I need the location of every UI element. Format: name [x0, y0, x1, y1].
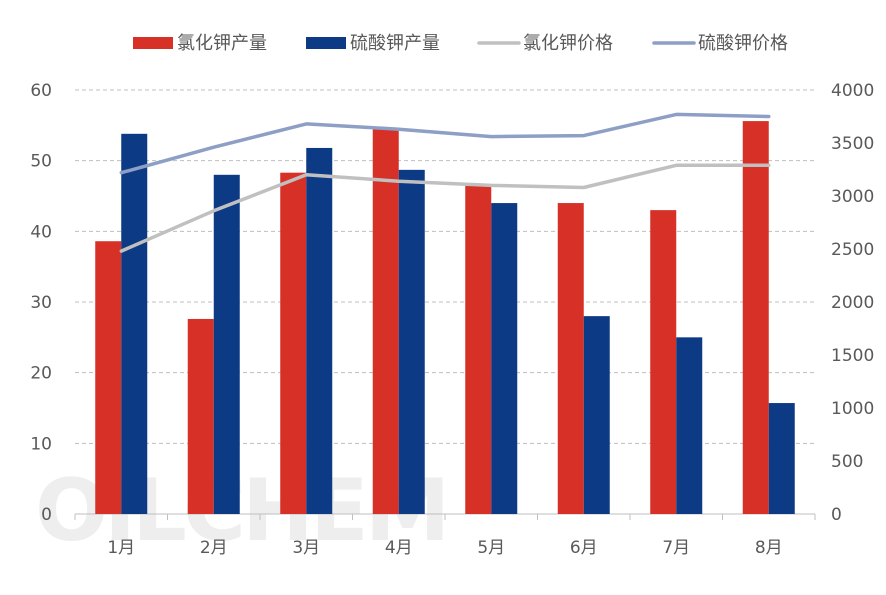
x-category-label: 4月: [385, 538, 413, 558]
y-left-tick-label: 10: [30, 434, 52, 454]
bar-kcl-output: [280, 172, 307, 514]
y-left-tick-label: 40: [30, 222, 52, 242]
bars: [95, 121, 795, 515]
y-right-tick-label: 0: [831, 505, 842, 525]
bar-k2so4-output: [676, 337, 703, 514]
x-category-label: 2月: [200, 538, 228, 558]
legend-label: 硫酸钾价格: [698, 33, 788, 54]
x-category-label: 5月: [477, 538, 505, 558]
bar-k2so4-output: [121, 133, 148, 514]
bar-kcl-output: [465, 184, 492, 514]
legend-label: 氯化钾价格: [523, 33, 613, 54]
legend-label: 氯化钾产量: [177, 33, 267, 54]
bar-kcl-output: [742, 121, 769, 515]
x-category-label: 7月: [662, 538, 690, 558]
x-category-label: 8月: [755, 538, 783, 558]
line-kcl-price: [119, 163, 771, 253]
bar-k2so4-output: [583, 316, 610, 514]
bar-k2so4-output: [398, 169, 425, 514]
legend-swatch-bar: [306, 37, 346, 49]
bar-kcl-output: [557, 203, 584, 515]
lines: [119, 112, 771, 253]
y-left-tick-label: 30: [30, 293, 52, 313]
y-right-tick-label: 500: [831, 452, 863, 472]
y-left-tick-label: 20: [30, 364, 52, 384]
y-left-tick-label: 60: [30, 81, 52, 101]
line-k2so4-price: [119, 112, 771, 175]
bar-k2so4-output: [213, 174, 240, 515]
bar-kcl-output: [372, 128, 399, 514]
bar-kcl-output: [650, 210, 677, 514]
y-left-tick-label: 50: [30, 152, 52, 172]
legend-swatch-bar: [133, 37, 173, 49]
y-right-tick-label: 1500: [831, 346, 874, 366]
gridlines: [75, 89, 815, 444]
y-right-tick-label: 3500: [831, 134, 874, 154]
x-category-label: 1月: [107, 538, 135, 558]
bar-kcl-output: [187, 318, 214, 514]
x-category-label: 6月: [570, 538, 598, 558]
y-right-tick-label: 4000: [831, 81, 874, 101]
y-left-tick-label: 0: [41, 505, 52, 525]
bar-k2so4-output: [306, 147, 333, 515]
y-right-tick-label: 2500: [831, 240, 874, 260]
bar-kcl-output: [95, 241, 122, 514]
y-right-tick-label: 3000: [831, 187, 874, 207]
y-right-tick-label: 2000: [831, 293, 874, 313]
bar-k2so4-output: [491, 203, 518, 515]
legend-label: 硫酸钾产量: [350, 33, 440, 54]
bar-k2so4-output: [768, 403, 795, 514]
y-right-tick-label: 1000: [831, 399, 874, 419]
x-category-label: 3月: [292, 538, 320, 558]
legend: 氯化钾产量 硫酸钾产量 氯化钾价格 硫酸钾价格: [133, 33, 788, 54]
